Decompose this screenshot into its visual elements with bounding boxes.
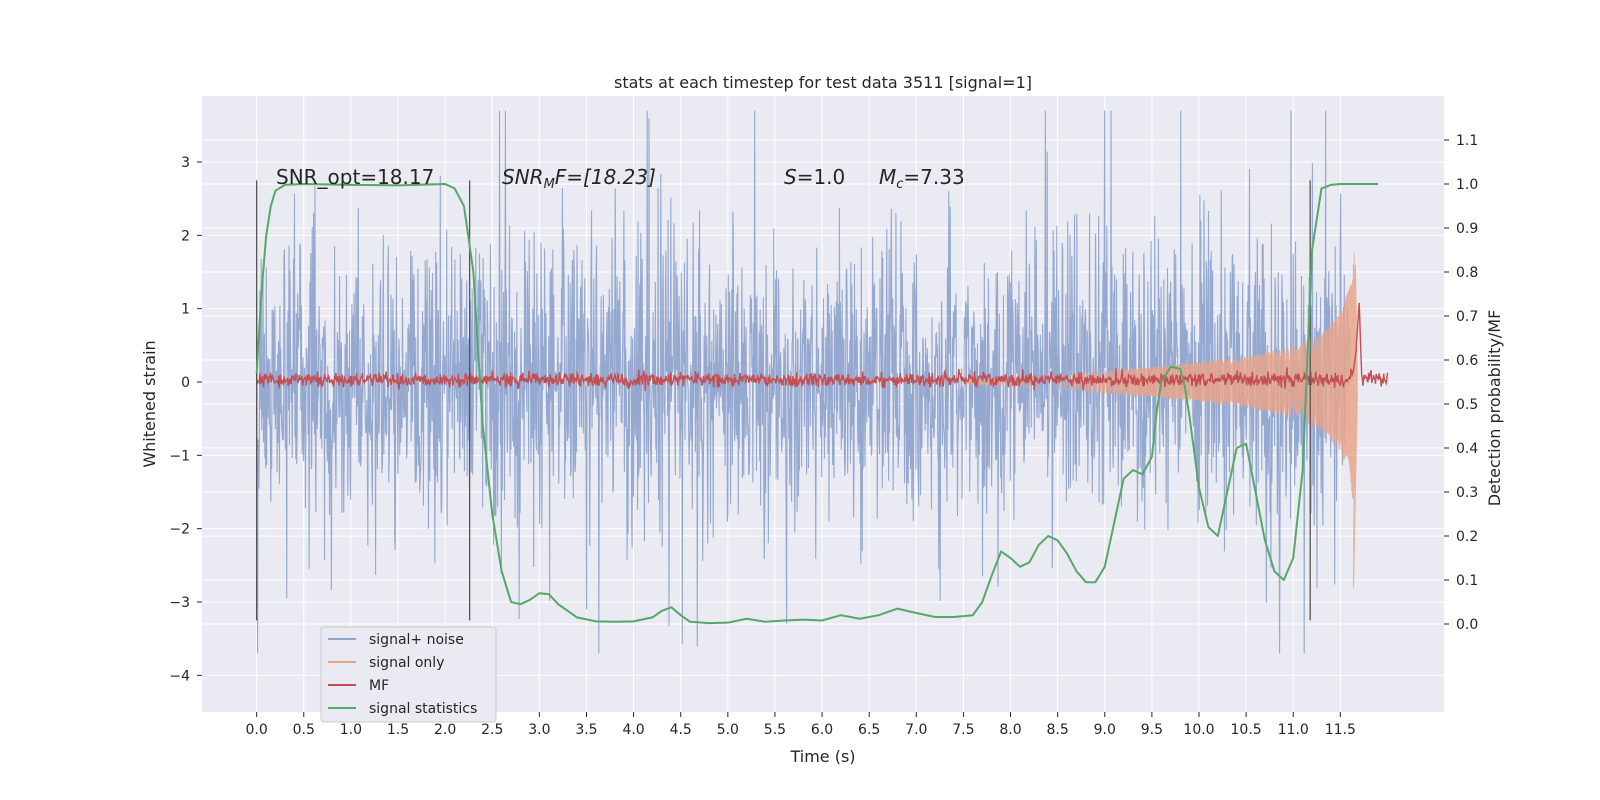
signal-statistics-line: [255, 183, 1379, 625]
right-tick-label: 0.5: [1456, 397, 1478, 413]
x-tick-label: 11.0: [1278, 722, 1309, 738]
mc-label: M: [879, 165, 896, 189]
snr-opt-annotation: SNR_opt=18.17: [276, 165, 434, 189]
x-tick-label: 10.0: [1183, 722, 1214, 738]
left-tick-label: 1: [181, 302, 190, 318]
s-value: =1.0: [797, 165, 846, 189]
mc-annotation: Mc=7.33: [879, 165, 965, 192]
x-tick-label: 9.0: [1094, 722, 1116, 738]
x-axis-ticks: 0.0 0.5 1.0 1.5 2.0 2.5 3.0 3.5 4.0 4.5 5.0 5.5 6.0 6…: [246, 712, 1356, 738]
right-tick-label: 0.3: [1456, 485, 1478, 501]
x-tick-label: 2.0: [434, 722, 456, 738]
signal-only-series: [962, 252, 1358, 588]
mc-value: =7.33: [903, 165, 964, 189]
x-tick-label: 5.5: [764, 722, 786, 738]
x-tick-label: 4.0: [622, 722, 644, 738]
legend-box: [320, 626, 497, 723]
legend-label-signal-statistics: signal statistics: [369, 701, 477, 717]
legend-label-signal-only: signal only: [369, 655, 444, 671]
x-tick-label: 1.0: [340, 722, 362, 738]
x-tick-label: 7.0: [905, 722, 927, 738]
signal-noise-series: [256, 110, 1351, 654]
right-tick-label: 0.1: [1456, 573, 1478, 589]
right-tick-label: 0.4: [1456, 441, 1478, 457]
x-axis-label: Time (s): [789, 747, 855, 766]
x-tick-label: 0.0: [246, 722, 268, 738]
left-tick-label: −1: [169, 448, 190, 464]
x-tick-label: 1.5: [387, 722, 409, 738]
mf-series: [255, 302, 1389, 392]
x-tick-label: 3.5: [575, 722, 597, 738]
left-tick-label: −3: [169, 595, 190, 611]
x-tick-label: 10.5: [1231, 722, 1262, 738]
mc-sub: c: [896, 177, 903, 192]
x-tick-label: 8.5: [1047, 722, 1069, 738]
x-tick-label: 6.5: [858, 722, 880, 738]
x-tick-label: 11.5: [1325, 722, 1356, 738]
right-tick-label: 1.0: [1456, 177, 1478, 193]
s-label: S: [784, 165, 797, 189]
signal-statistics-series: [255, 183, 1379, 625]
left-axis-ticks: 3 2 1 0 −1 −2 −3 −4: [169, 155, 202, 684]
snr-mf-annotation: SNRMF=[18.23]: [502, 165, 656, 192]
left-tick-label: 2: [181, 228, 190, 244]
right-axis-ticks: 1.1 1.0 0.9 0.8 0.7 0.6 0.5 0.4 0.3 0.2 0.1 0.0: [1444, 133, 1478, 633]
x-tick-label: 0.5: [293, 722, 315, 738]
snr-mf-base: SNR: [502, 165, 544, 189]
right-tick-label: 0.8: [1456, 265, 1478, 281]
snr-mf-sub: M: [544, 177, 555, 192]
x-tick-label: 2.5: [481, 722, 503, 738]
right-tick-label: 0.6: [1456, 353, 1478, 369]
x-tick-label: 6.0: [811, 722, 833, 738]
signal-noise-line: [256, 110, 1351, 654]
x-tick-label: 5.0: [717, 722, 739, 738]
x-tick-label: 4.5: [670, 722, 692, 738]
right-tick-label: 0.0: [1456, 617, 1478, 633]
x-tick-label: 9.5: [1141, 722, 1163, 738]
x-tick-label: 7.5: [952, 722, 974, 738]
legend-label-signal-noise: signal+ noise: [369, 632, 464, 648]
legend-label-mf: MF: [369, 678, 389, 694]
right-tick-label: 1.1: [1456, 133, 1478, 149]
left-tick-label: 0: [181, 375, 190, 391]
left-tick-label: 3: [181, 155, 190, 171]
right-tick-label: 0.2: [1456, 529, 1478, 545]
right-tick-label: 0.7: [1456, 309, 1478, 325]
signal-only-line: [962, 252, 1358, 588]
left-axis-label: Whitened strain: [140, 340, 159, 467]
segment-markers: [256, 180, 1311, 621]
snr-mf-rest: F=[18.23]: [555, 165, 656, 189]
legend: signal+ noise signal only MF signal stat…: [320, 626, 497, 723]
right-tick-label: 0.9: [1456, 221, 1478, 237]
left-tick-label: −2: [169, 522, 190, 538]
left-tick-label: −4: [169, 668, 190, 684]
chart-title: stats at each timestep for test data 351…: [614, 73, 1032, 92]
mf-line: [255, 302, 1389, 392]
x-tick-label: 8.0: [999, 722, 1021, 738]
s-annotation: S=1.0: [784, 165, 845, 189]
x-tick-label: 3.0: [528, 722, 550, 738]
right-axis-label: Detection probability/MF: [1485, 310, 1504, 507]
